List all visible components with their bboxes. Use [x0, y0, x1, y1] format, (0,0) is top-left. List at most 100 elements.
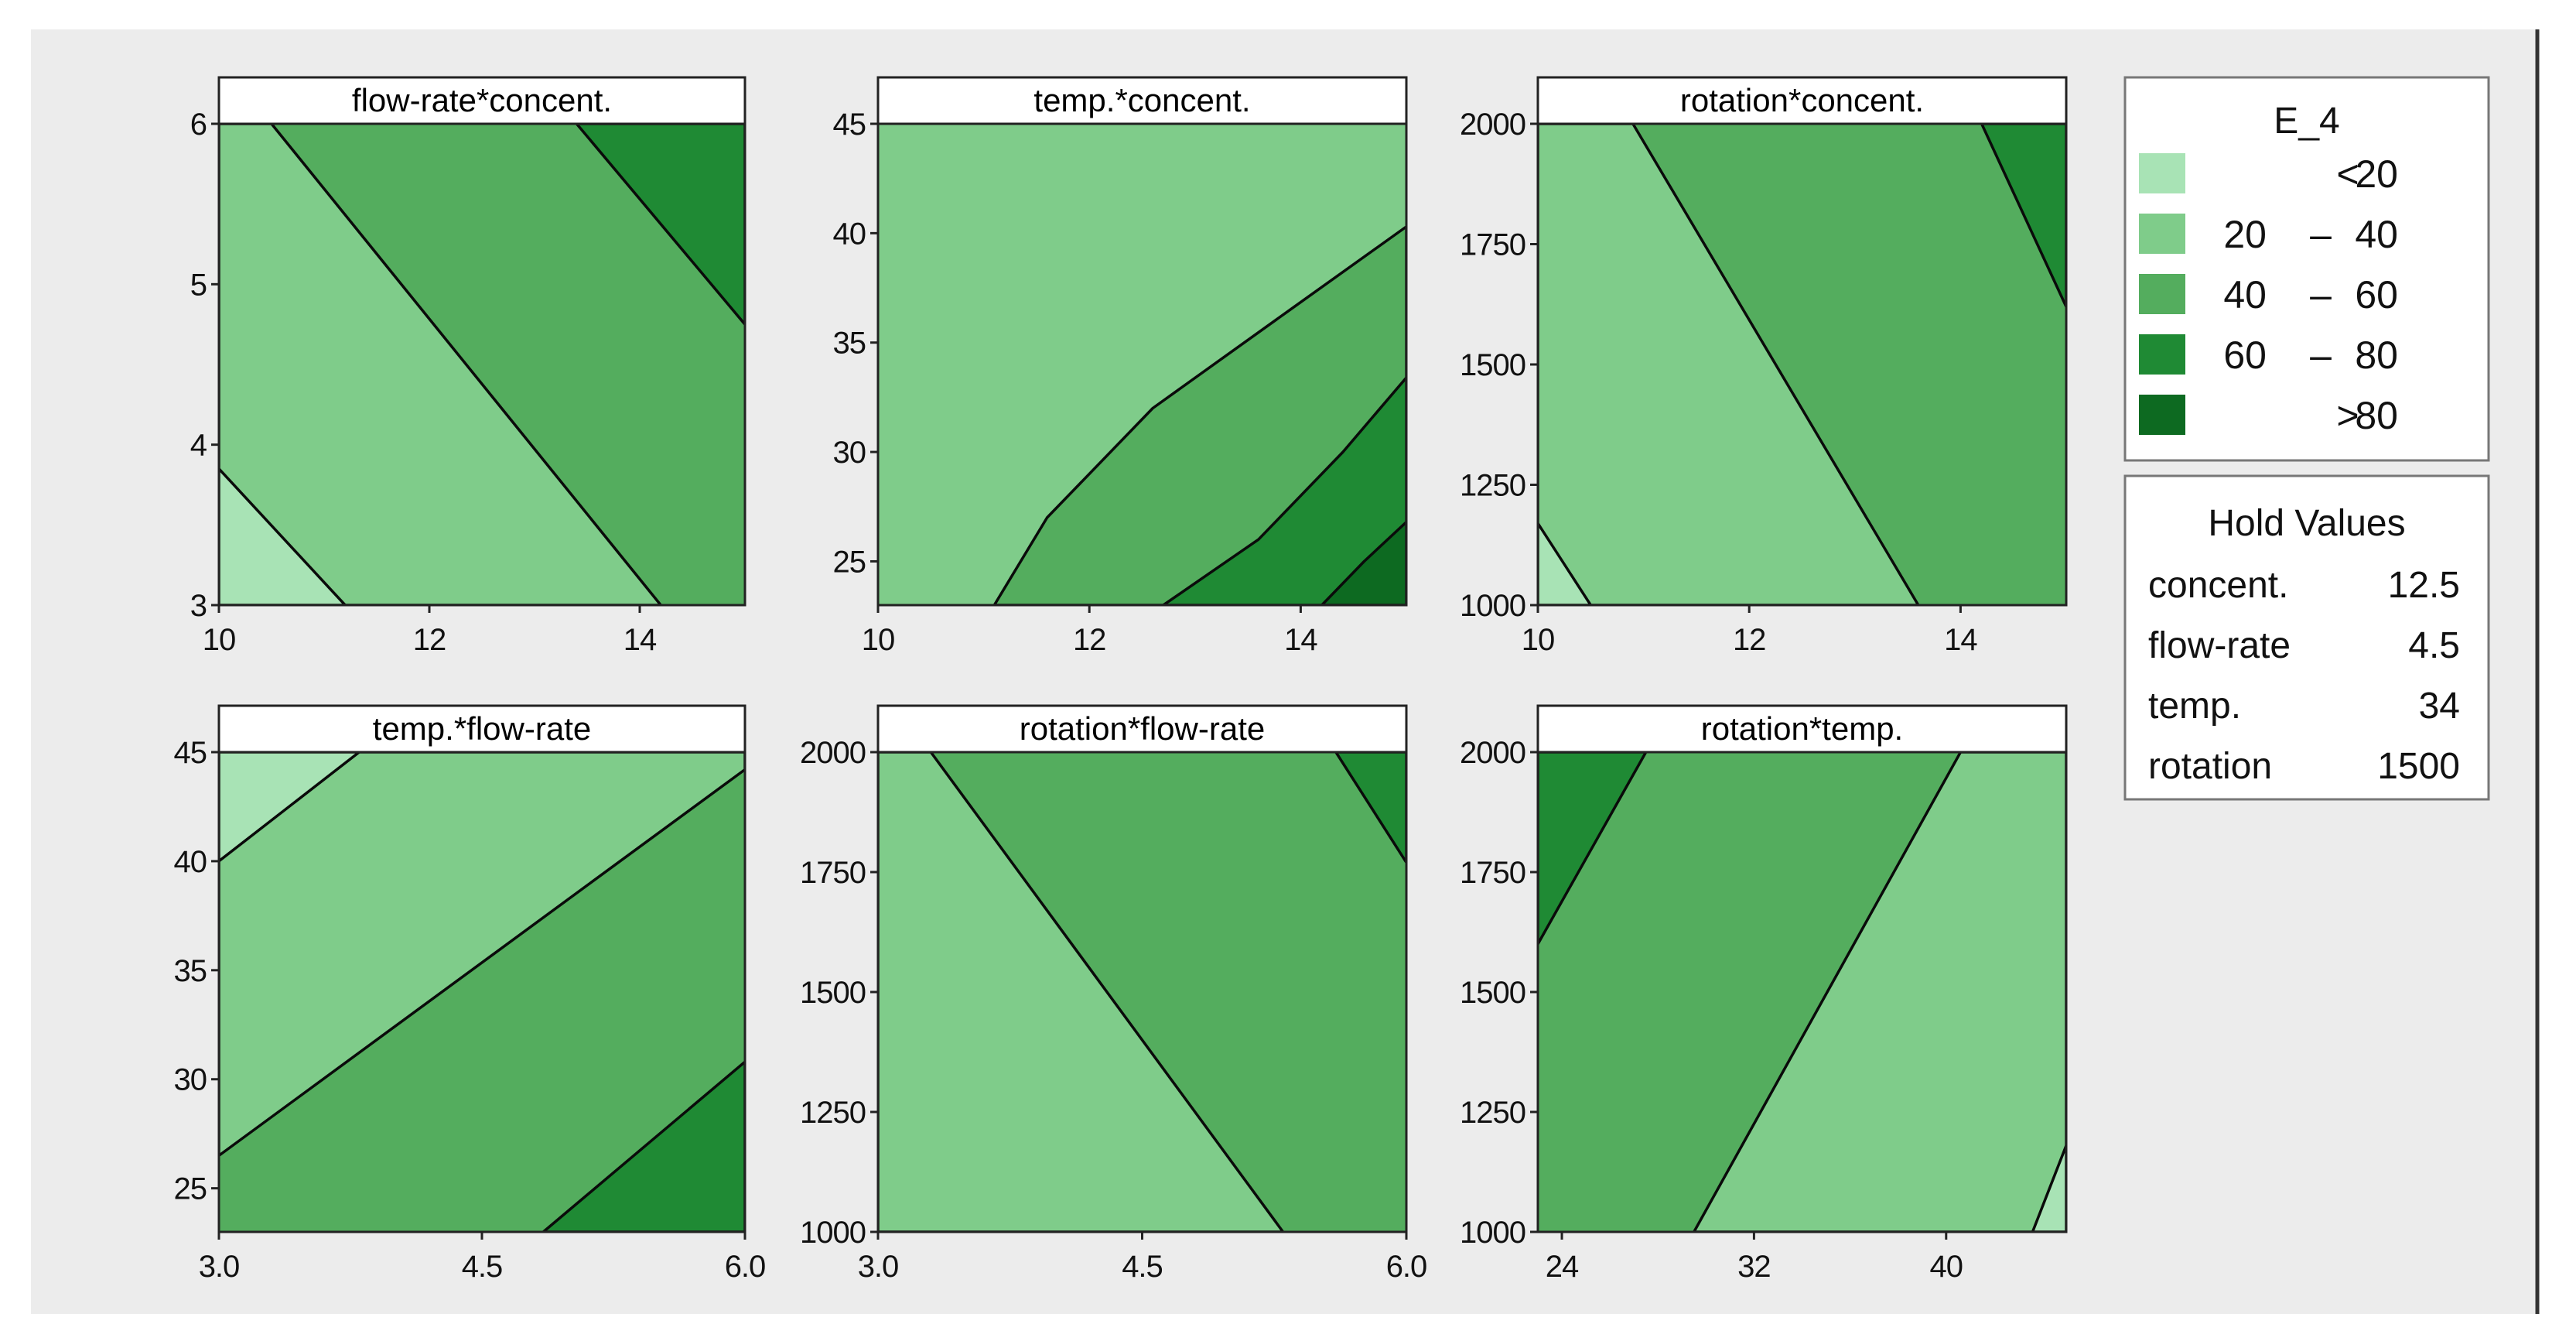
y-tick-label: 1750	[800, 856, 866, 890]
legend-high: 80	[2355, 334, 2398, 377]
hold-value-name: concent.	[2148, 565, 2288, 606]
hold-values-title: Hold Values	[2208, 503, 2405, 544]
y-tick-label: 6	[190, 108, 207, 142]
y-tick-label: 40	[833, 217, 866, 251]
y-tick-label: 45	[833, 108, 866, 142]
legend-swatch	[2139, 153, 2185, 193]
x-tick-label: 6.0	[1386, 1250, 1427, 1284]
legend-high: 60	[2355, 273, 2398, 316]
legend-title: E_4	[2274, 101, 2339, 142]
hold-value-number: 12.5	[2388, 565, 2460, 606]
panel-title-strip	[217, 704, 746, 754]
contour-region-level-1	[1693, 752, 2066, 1232]
contour-region-level-0	[1538, 522, 1593, 605]
hold-values-frame	[2123, 474, 2490, 801]
legend-high: 20	[2355, 152, 2398, 196]
y-tick-label: 25	[833, 545, 866, 579]
y-tick-label: 5	[190, 268, 207, 302]
contour-region-level-1	[1538, 124, 1920, 605]
y-tick-label: 30	[174, 1063, 207, 1097]
legend-low: 60	[2223, 334, 2267, 377]
hold-value-name: flow-rate	[2148, 625, 2291, 666]
panel-title: flow-rate*concent.	[352, 82, 612, 118]
y-tick-label: 1250	[1460, 1096, 1525, 1130]
y-tick-label: 1750	[1460, 228, 1525, 262]
x-tick-label: 10	[1522, 623, 1555, 657]
panel-title: rotation*concent.	[1680, 82, 1924, 118]
contour-panels: flow-rate*concent.10 12 143456temp.*concen…	[174, 76, 2068, 1284]
y-tick-label: 4	[190, 429, 207, 463]
contour-region-level-1	[878, 752, 1285, 1232]
panel-title-strip	[876, 76, 1408, 125]
legend-operator: –	[2310, 213, 2332, 256]
panel-title: rotation*temp.	[1701, 710, 1903, 747]
legend-operator: >	[2336, 394, 2359, 437]
hold-value-row: concent. 12.5	[2148, 565, 2460, 606]
contour-regions	[1538, 124, 2066, 605]
hold-values-items: concent. 12.5 flow-rate 4.5 temp. 34 rotation 1…	[2148, 565, 2460, 787]
legend-entry: 60–80	[2139, 334, 2398, 377]
panel-1: flow-rate*concent. 10 12 14 3 4 5 6	[190, 76, 746, 657]
legend-operator: <	[2336, 152, 2359, 196]
y-tick-label: 1000	[1460, 1216, 1525, 1250]
hold-value-name: rotation	[2148, 746, 2272, 787]
legend-low: 20	[2223, 213, 2267, 256]
y-tick-label: 1500	[800, 976, 866, 1010]
x-tick-label: 10	[862, 623, 895, 657]
y-tick-label: 30	[833, 436, 866, 470]
panel-title-strip	[217, 76, 746, 125]
y-tick-label: 45	[174, 736, 207, 770]
contour-regions	[219, 124, 745, 605]
contour-region-level-1	[219, 752, 745, 1158]
contour-region-level-4	[1320, 520, 1406, 605]
contour-region-level-0	[219, 467, 347, 605]
legend-operator: –	[2310, 273, 2332, 316]
y-tick-label: 35	[833, 327, 866, 361]
legend-high: 40	[2355, 213, 2398, 256]
y-tick-label: 40	[174, 845, 207, 879]
contour-region-level-0	[2031, 1144, 2066, 1232]
x-tick-label: 3.0	[858, 1250, 899, 1284]
hold-values-box: Hold Values concent. 12.5 flow-rate 4.5 temp…	[2123, 474, 2490, 801]
hold-value-number: 4.5	[2408, 625, 2460, 666]
legend-entry: <20	[2139, 152, 2398, 196]
hold-value-number: 1500	[2377, 746, 2460, 787]
contour-regions	[1538, 752, 2066, 1232]
y-tick-label: 1750	[1460, 856, 1525, 890]
legend-entry: >80	[2139, 394, 2398, 437]
contour-region-level-3	[542, 1060, 745, 1232]
hold-value-row: rotation 1500	[2148, 746, 2460, 787]
legend-box	[2123, 76, 2490, 462]
legend-low: 40	[2223, 273, 2267, 316]
legend-swatch	[2139, 395, 2185, 435]
x-tick-label: 14	[1284, 623, 1317, 657]
x-tick-label: 4.5	[462, 1250, 503, 1284]
panel-title: rotation*flow-rate	[1020, 710, 1265, 747]
y-tick-label: 2000	[1460, 736, 1525, 770]
contour-region-level-1	[219, 124, 662, 605]
x-tick-label: 10	[203, 623, 236, 657]
panel-title: temp.*concent.	[1033, 82, 1250, 118]
y-tick-label: 1000	[800, 1216, 866, 1250]
contour-region-level-3	[1162, 376, 1406, 605]
contour-region-level-3	[1334, 752, 1406, 864]
y-tick-label: 25	[174, 1172, 207, 1206]
legend-entry: 40–60	[2139, 273, 2398, 316]
legend-operator: –	[2310, 334, 2332, 377]
y-tick-label: 2000	[800, 736, 866, 770]
x-tick-label: 14	[624, 623, 657, 657]
x-tick-label: 12	[1073, 623, 1106, 657]
x-tick-label: 12	[1733, 623, 1766, 657]
legend-high: 80	[2355, 394, 2398, 437]
x-tick-label: 14	[1944, 623, 1977, 657]
x-tick-label: 32	[1737, 1250, 1771, 1284]
y-tick-label: 2000	[1460, 108, 1525, 142]
panel-3: rotation*concent. 10 12 14 1000 1250 1500 1750 2…	[1460, 76, 2068, 657]
contour-regions	[878, 752, 1406, 1232]
x-tick-label: 24	[1546, 1250, 1579, 1284]
contour-region-level-0	[219, 752, 361, 863]
panel-5: rotation*flow-rate 3.0 4.5 6.0 1000 1250 1500 1…	[800, 704, 1427, 1284]
